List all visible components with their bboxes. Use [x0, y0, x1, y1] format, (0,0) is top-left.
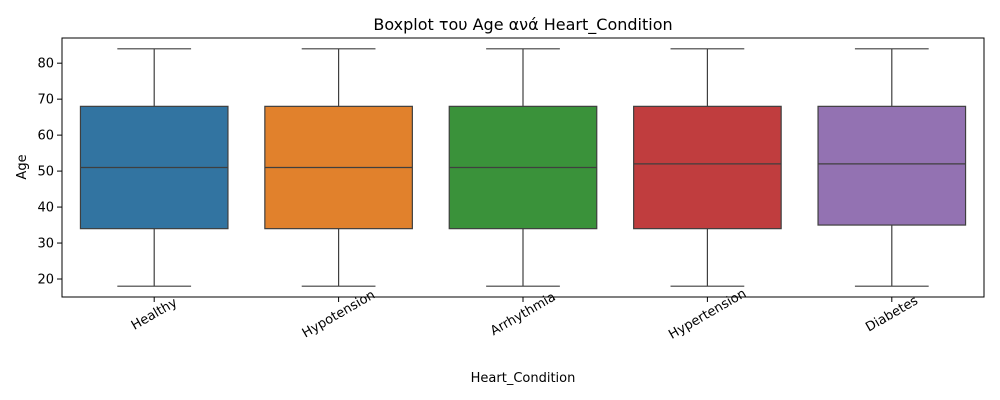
box-diabetes	[817, 105, 967, 226]
y-tick-label: 60	[37, 129, 54, 144]
y-tick-label: 30	[37, 237, 54, 252]
y-axis-title: Age	[15, 154, 30, 179]
y-tick-label: 80	[37, 57, 54, 72]
x-tick-label: Hypertension	[666, 286, 749, 342]
chart-title: Boxplot του Age ανά Heart_Condition	[373, 15, 672, 35]
plot-frame	[61, 37, 985, 298]
y-tick-label: 40	[37, 201, 54, 216]
box-hypertension	[633, 105, 782, 230]
y-tick-label: 70	[37, 93, 54, 108]
y-tick-label: 50	[37, 165, 54, 180]
x-tick-label: Hypotension	[300, 288, 378, 342]
y-tick-label: 20	[37, 273, 54, 288]
x-axis-title: Heart_Condition	[471, 371, 576, 386]
